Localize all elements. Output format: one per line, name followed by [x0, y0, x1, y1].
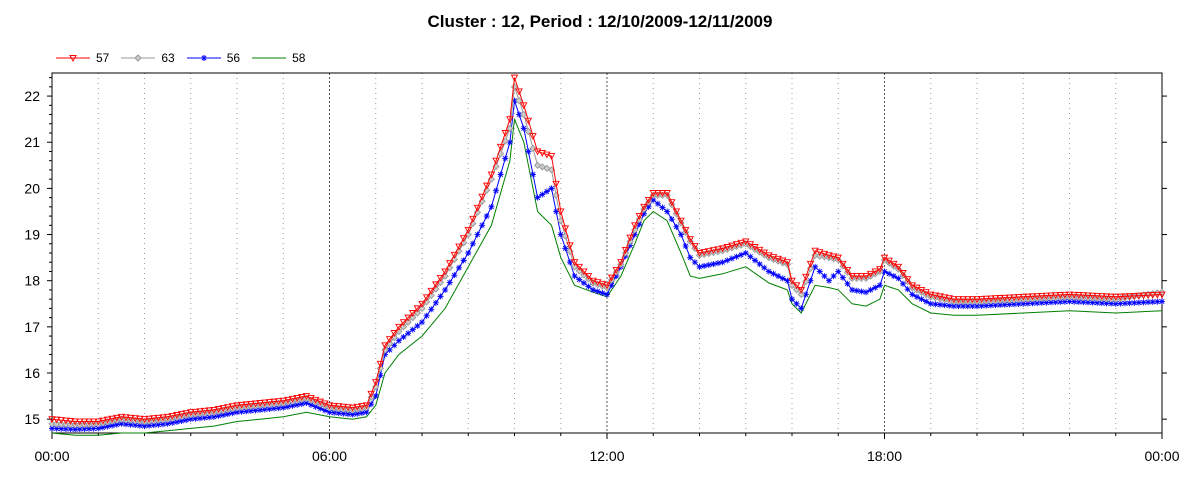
x-tick-label: 00:00 [1144, 448, 1179, 464]
series-56-marker [752, 257, 758, 263]
y-tick-label: 17 [24, 319, 40, 335]
series-56-marker [465, 250, 471, 256]
series-56-marker [424, 313, 430, 319]
series-56-marker [706, 262, 712, 268]
series-56-marker [479, 222, 485, 228]
y-tick-label: 22 [24, 88, 40, 104]
series-56-marker [433, 300, 439, 306]
series-56-marker [544, 188, 550, 194]
series-56-marker [442, 287, 448, 293]
series-56-marker [595, 288, 601, 294]
series-56-marker [470, 241, 476, 247]
series-56-marker [530, 172, 536, 178]
series-56-marker [669, 216, 675, 222]
y-tick-label: 15 [24, 411, 40, 427]
series-56-marker [854, 288, 860, 294]
series-56-marker [715, 260, 721, 266]
y-tick-label: 19 [24, 227, 40, 243]
series-56-marker [599, 290, 605, 296]
series-56-marker [405, 330, 411, 336]
series-56-marker [845, 281, 851, 287]
series-56-marker [475, 232, 481, 238]
series-56-marker [655, 201, 661, 207]
series-56-marker [590, 287, 596, 293]
series-56-marker [660, 205, 666, 211]
y-tick-label: 20 [24, 180, 40, 196]
series-56-marker [604, 292, 610, 298]
series-56-marker [928, 301, 934, 307]
series-56-marker [932, 301, 938, 307]
series-56-marker [410, 327, 416, 333]
series-56-marker [664, 208, 670, 214]
series-56-marker [414, 323, 420, 329]
series-56-marker [493, 188, 499, 194]
x-tick-label: 12:00 [589, 448, 624, 464]
series-56-marker [858, 288, 864, 294]
series-56-marker [401, 334, 407, 340]
x-tick-label: 00:00 [34, 448, 69, 464]
series-56-marker [835, 268, 841, 274]
series-56-marker [572, 273, 578, 279]
series-56-marker [877, 282, 883, 288]
series-56-marker [673, 224, 679, 230]
series-56-marker [539, 192, 545, 198]
series-56-marker [757, 261, 763, 267]
series-56-marker [683, 243, 689, 249]
series-56-marker [821, 273, 827, 279]
series-56-marker [817, 268, 823, 274]
y-tick-label: 16 [24, 365, 40, 381]
y-tick-label: 18 [24, 273, 40, 289]
series-56-marker [692, 259, 698, 265]
y-tick-label: 21 [24, 134, 40, 150]
series-56-marker [1159, 298, 1165, 304]
series-56-marker [428, 306, 434, 312]
series-56-marker [798, 305, 804, 311]
series-56-marker [697, 264, 703, 270]
series-56-marker [937, 302, 943, 308]
series-56-marker [826, 278, 832, 284]
series-56-marker [581, 280, 587, 286]
x-tick-label: 06:00 [312, 448, 347, 464]
series-56-marker [687, 255, 693, 261]
series-56-marker [484, 213, 490, 219]
series-56-marker [701, 263, 707, 269]
series-56-marker [498, 172, 504, 178]
series-56-marker [710, 261, 716, 267]
series-56-marker [576, 277, 582, 283]
series-56-marker [447, 280, 453, 286]
series-56-marker [461, 257, 467, 263]
series-56-marker [761, 265, 767, 271]
series-56-marker [849, 287, 855, 293]
series-56-marker [488, 204, 494, 210]
x-tick-label: 18:00 [867, 448, 902, 464]
series-56-marker [743, 250, 749, 256]
series-56-marker [502, 155, 508, 161]
series-56-marker [831, 273, 837, 279]
series-56-marker [438, 293, 444, 299]
series-56-marker [451, 272, 457, 278]
series-56-marker [586, 283, 592, 289]
series-56-marker [549, 185, 555, 191]
series-56-marker [789, 296, 795, 302]
series-56-marker [419, 319, 425, 325]
series-56-marker [840, 275, 846, 281]
series-56-marker [535, 195, 541, 201]
series-56-marker [794, 301, 800, 307]
series-56-marker [747, 254, 753, 260]
series-56-marker [456, 265, 462, 271]
